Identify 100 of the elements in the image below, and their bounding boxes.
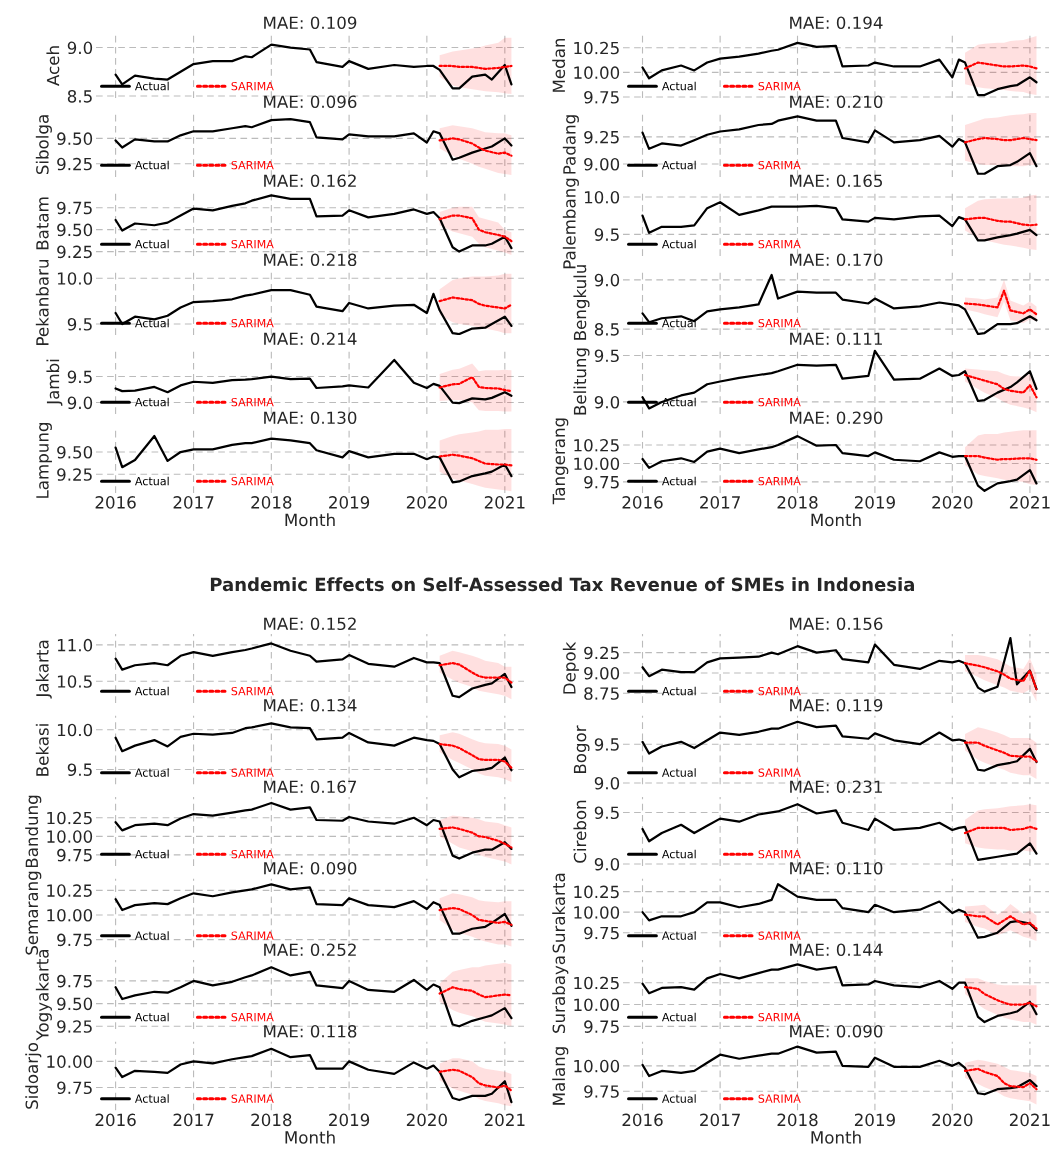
x-tick-label: 2018 <box>251 496 292 509</box>
legend-label: SARIMA <box>231 397 274 407</box>
legend-label: SARIMA <box>758 849 801 859</box>
y-tick-label: 10.0 <box>57 272 93 285</box>
y-tick-label: 9.50 <box>57 446 93 459</box>
legend-label: SARIMA <box>231 239 274 249</box>
x-tick-label: 2016 <box>622 1113 663 1127</box>
line-series <box>114 118 513 161</box>
chart-title: MAE: 0.090 <box>790 1024 883 1038</box>
series-label: Actual <box>134 1094 169 1103</box>
y-tick-label: 9.00 <box>584 666 620 680</box>
y-tick-label: 9.25 <box>57 245 92 259</box>
line-series <box>963 1067 1038 1091</box>
y-axis-title: Belitung <box>573 348 590 415</box>
chart-title: MAE: 0.110 <box>790 861 883 875</box>
y-axis-title: Sibolga <box>35 115 52 175</box>
y-tick-label: 9.5 <box>67 763 92 776</box>
line-series <box>963 825 1038 835</box>
chart-title: MAE: 0.210 <box>790 95 883 109</box>
text: SARIMA <box>231 768 274 777</box>
x-tick-label: 2019 <box>854 1113 895 1127</box>
line-series <box>641 883 1038 939</box>
chart-title: MAE: 0.194 <box>790 16 883 30</box>
legend-label: Actual <box>661 1012 696 1022</box>
series-label: Actual <box>661 768 696 777</box>
chart-title: MAE: 0.162 <box>264 174 356 188</box>
legend-label: Actual <box>134 849 169 859</box>
line-series <box>641 115 1038 175</box>
y-tick-label: 9.25 <box>57 1020 92 1033</box>
x-axis-title: Month <box>811 1130 861 1144</box>
y-tick-label: 9.5 <box>594 228 619 241</box>
text: Pandemic Effects on Self-Assessed Tax Revenue of SMEs in Indonesia <box>210 577 914 592</box>
x-axis-title: Month <box>285 513 335 527</box>
x-tick-label: 2021 <box>1009 496 1050 509</box>
y-tick-label: 9.5 <box>67 370 92 384</box>
y-tick-label: 9.25 <box>584 646 619 660</box>
x-tick-label: 2021 <box>484 1113 525 1127</box>
x-tick-label: 2019 <box>329 1113 370 1127</box>
line-series <box>963 985 1038 1008</box>
y-tick-label: 9.0 <box>594 776 620 790</box>
text: SARIMA <box>231 318 274 328</box>
legend-label: SARIMA <box>231 81 274 91</box>
y-axis-title: Padang <box>562 115 579 174</box>
x-tick-label: 2017 <box>700 496 740 509</box>
line-series <box>438 742 513 769</box>
text: SARIMA <box>758 931 801 940</box>
chart-title: MAE: 0.156 <box>790 617 883 631</box>
y-tick-label: 10.00 <box>574 906 620 919</box>
x-tick-label: 2019 <box>329 496 370 509</box>
y-tick-label: 10.0 <box>57 723 93 737</box>
text: SARIMA <box>231 931 274 940</box>
legend-label: Actual <box>134 397 169 407</box>
y-tick-label: 9.0 <box>594 273 620 287</box>
y-tick-label: 9.75 <box>584 90 619 104</box>
y-tick-label: 8.5 <box>594 323 619 336</box>
chart-title: MAE: 0.231 <box>790 780 882 794</box>
x-tick-label: 2018 <box>777 496 818 509</box>
line-series <box>963 373 1038 399</box>
line-series <box>641 963 1038 1024</box>
legend-label: Actual <box>661 397 696 407</box>
y-tick-label: 9.75 <box>57 848 92 862</box>
y-tick-label: 9.0 <box>594 395 620 409</box>
text: SARIMA <box>231 1094 274 1103</box>
y-tick-label: 10.00 <box>47 908 93 922</box>
y-tick-label: 9.25 <box>57 468 92 481</box>
y-tick-label: 9.50 <box>57 132 93 145</box>
text: SARIMA <box>231 476 274 486</box>
y-tick-label: 9.75 <box>584 926 619 940</box>
y-tick-label: 10.25 <box>574 976 619 990</box>
y-axis-title: Bandung <box>25 795 42 868</box>
y-tick-label: 10.00 <box>574 998 620 1012</box>
chart-title: MAE: 0.170 <box>790 253 883 267</box>
chart-title: MAE: 0.290 <box>790 411 883 425</box>
x-tick-label: 2021 <box>1009 1113 1050 1127</box>
line-series <box>641 1045 1038 1096</box>
y-tick-label: 9.0 <box>594 857 620 871</box>
line-series <box>963 216 1038 227</box>
x-axis-title: Month <box>285 1130 335 1144</box>
y-axis-title: Tangerang <box>552 418 569 505</box>
y-tick-label: 9.00 <box>584 157 620 171</box>
y-tick-label: 10.25 <box>47 884 92 897</box>
line-series <box>438 661 513 684</box>
series-label: Actual <box>661 318 696 328</box>
series-label: Actual <box>661 931 696 940</box>
x-tick-label: 2016 <box>95 1113 136 1127</box>
chart-title: MAE: 0.130 <box>264 411 357 425</box>
x-tick-label: 2020 <box>932 1113 973 1127</box>
legend-label: Actual <box>134 1012 169 1022</box>
chart-title: MAE: 0.152 <box>264 617 356 631</box>
y-tick-label: 10.00 <box>47 830 93 843</box>
legend-label: Actual <box>134 686 169 696</box>
y-tick-label: 9.5 <box>594 349 619 363</box>
y-axis-title: Cirebon <box>573 800 587 863</box>
line-series <box>438 453 513 467</box>
legend-label: Actual <box>134 239 169 249</box>
y-axis-title: Depok <box>562 641 579 694</box>
y-tick-label: 9.5 <box>594 738 619 751</box>
series-label: Actual <box>134 768 169 777</box>
y-tick-label: 9.25 <box>584 130 619 144</box>
legend-label: SARIMA <box>758 239 801 249</box>
